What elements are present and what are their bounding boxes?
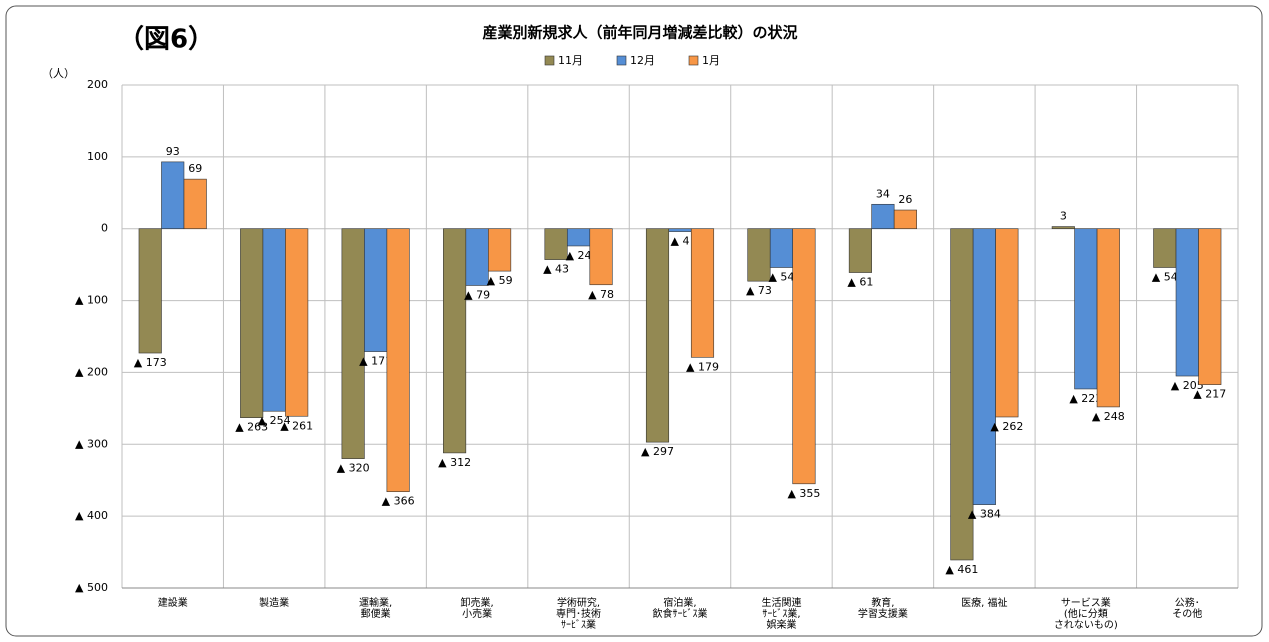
legend-swatch <box>688 55 699 66</box>
y-tick-label: 200 <box>87 78 108 91</box>
bar <box>364 228 388 352</box>
data-label: ▲ 263 <box>235 421 268 434</box>
data-label: ▲ 384 <box>968 508 1001 521</box>
data-label: ▲ 4 <box>671 235 690 248</box>
bar <box>848 228 872 273</box>
x-tick-label: 医療, 福祉 <box>961 596 1007 609</box>
data-label: ▲ 59 <box>487 274 513 287</box>
y-tick-label: ▲ 300 <box>75 437 108 450</box>
data-label: ▲ 173 <box>134 356 167 369</box>
bar <box>589 228 613 286</box>
bar <box>668 228 692 232</box>
legend-swatch <box>616 55 627 66</box>
legend-label: 1月 <box>702 54 720 67</box>
data-label: ▲ 355 <box>787 487 820 500</box>
data-label: ▲ 261 <box>280 419 313 432</box>
x-tick-label: 宿泊業,飲食ｻｰﾋﾞｽ業 <box>653 596 708 620</box>
x-tick-label: 生活関連ｻｰﾋﾞｽ業,娯楽業 <box>761 596 801 631</box>
data-label: ▲ 43 <box>543 263 569 276</box>
data-label: ▲ 297 <box>641 445 674 458</box>
y-tick-label: 0 <box>101 222 108 235</box>
bar <box>792 228 816 485</box>
y-tick-label: ▲ 200 <box>75 365 108 378</box>
bar <box>1096 228 1120 408</box>
bar <box>566 228 591 247</box>
bar <box>262 228 286 412</box>
data-label: ▲ 61 <box>847 276 873 289</box>
data-label: ▲ 24 <box>566 249 592 262</box>
data-label: ▲ 248 <box>1092 410 1125 423</box>
bar <box>183 178 207 230</box>
bar <box>161 161 185 230</box>
x-tick-label: 建設業 <box>158 596 188 609</box>
bar <box>1074 228 1098 390</box>
bar <box>871 203 895 230</box>
data-label: ▲ 78 <box>588 288 614 301</box>
data-label: ▲ 73 <box>746 284 772 297</box>
y-unit: （人） <box>42 67 75 80</box>
data-label: ▲ 223 <box>1069 392 1102 405</box>
data-label: ▲ 312 <box>438 456 471 469</box>
y-tick-label: ▲ 500 <box>75 581 108 594</box>
bar <box>995 228 1019 418</box>
data-label: ▲ 179 <box>686 360 719 373</box>
data-label: ▲ 366 <box>382 495 415 508</box>
bar <box>690 228 715 358</box>
bar <box>1175 228 1199 377</box>
bar <box>488 228 512 272</box>
bar <box>386 228 410 493</box>
bar <box>645 228 670 443</box>
y-tick-label: 100 <box>87 150 108 163</box>
legend-swatch <box>544 55 555 66</box>
bar <box>240 228 264 418</box>
bar <box>1051 226 1075 230</box>
x-tick-label: 製造業 <box>259 596 289 609</box>
x-tick-label: 卸売業,小売業 <box>460 596 493 620</box>
data-label: 3 <box>1060 210 1067 223</box>
x-tick-label: 学術研究,専門･技術ｻｰﾋﾞｽ業 <box>556 596 601 631</box>
data-label: ▲ 54 <box>768 271 794 284</box>
bar <box>285 228 309 417</box>
bar <box>747 228 771 282</box>
bar <box>893 209 917 230</box>
y-tick-label: ▲ 100 <box>75 294 108 307</box>
x-tick-label: 教育,学習支援業 <box>858 596 908 620</box>
data-label: 26 <box>898 193 912 206</box>
bar <box>769 228 794 268</box>
chart-frame <box>5 5 1263 637</box>
data-label: 69 <box>188 162 202 175</box>
figure-label: （図6） <box>118 25 214 55</box>
data-label: 93 <box>166 145 180 158</box>
data-label: ▲ 254 <box>258 414 291 427</box>
legend-label: 12月 <box>630 54 655 67</box>
bar <box>341 228 365 459</box>
bar <box>1153 228 1177 268</box>
bar <box>544 228 568 260</box>
data-label: ▲ 79 <box>464 288 490 301</box>
data-label: ▲ 171 <box>359 355 392 368</box>
y-tick-label: ▲ 400 <box>75 509 108 522</box>
x-tick-label: 運輸業,郵便業 <box>359 596 392 620</box>
data-label: ▲ 262 <box>990 420 1023 433</box>
data-label: 34 <box>876 187 890 200</box>
legend-label: 11月 <box>558 54 583 67</box>
bar <box>138 228 162 354</box>
data-label: ▲ 54 <box>1152 271 1178 284</box>
bar <box>972 228 996 505</box>
data-label: ▲ 461 <box>945 563 978 576</box>
bar <box>1198 228 1222 385</box>
data-label: ▲ 217 <box>1193 388 1226 401</box>
data-label: ▲ 320 <box>337 462 370 475</box>
x-tick-label: 公務･その他 <box>1172 596 1202 620</box>
bar <box>443 228 467 454</box>
bar <box>465 228 489 286</box>
x-tick-label: サービス業(他に分類されないもの) <box>1054 596 1118 631</box>
data-label: ▲ 205 <box>1171 379 1204 392</box>
chart-title: 産業別新規求人（前年同月増減差比較）の状況 <box>482 24 797 42</box>
